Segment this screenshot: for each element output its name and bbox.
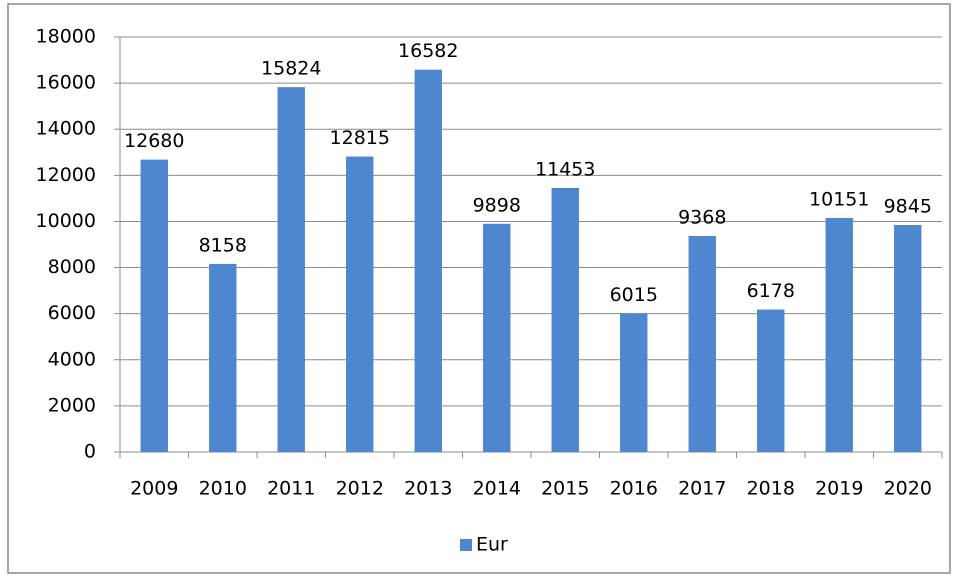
bar bbox=[551, 187, 579, 453]
y-tick-label: 12000 bbox=[36, 164, 96, 186]
data-label: 6178 bbox=[747, 280, 795, 302]
bar bbox=[483, 223, 511, 452]
x-tick-label: 2011 bbox=[267, 478, 315, 500]
data-label: 6015 bbox=[610, 284, 658, 306]
x-tick-label: 2015 bbox=[541, 478, 589, 500]
data-label: 9368 bbox=[678, 207, 726, 229]
y-tick-label: 10000 bbox=[36, 210, 96, 232]
bar bbox=[894, 225, 922, 452]
data-label: 12815 bbox=[330, 127, 390, 149]
y-tick-label: 0 bbox=[84, 441, 96, 463]
y-tick-label: 14000 bbox=[36, 118, 96, 140]
bar bbox=[209, 263, 237, 452]
x-tick-label: 2019 bbox=[815, 478, 863, 500]
x-tick-label: 2017 bbox=[678, 478, 726, 500]
y-tick-label: 18000 bbox=[36, 26, 96, 48]
y-tick-label: 8000 bbox=[48, 256, 96, 278]
bar bbox=[688, 236, 716, 452]
bar bbox=[346, 156, 374, 452]
data-label: 12680 bbox=[124, 130, 184, 152]
y-tick-label: 2000 bbox=[48, 394, 96, 416]
legend-swatch bbox=[460, 539, 472, 551]
data-label: 9898 bbox=[473, 194, 521, 216]
x-tick-label: 2012 bbox=[336, 478, 384, 500]
x-tick-label: 2013 bbox=[404, 478, 452, 500]
y-tick-label: 16000 bbox=[36, 72, 96, 94]
x-tick-label: 2014 bbox=[473, 478, 521, 500]
data-label: 11453 bbox=[535, 158, 595, 180]
bar bbox=[140, 159, 168, 452]
legend-label: Eur bbox=[476, 534, 508, 556]
data-label: 16582 bbox=[398, 40, 458, 62]
x-tick-label: 2018 bbox=[747, 478, 795, 500]
y-tick-label: 6000 bbox=[48, 302, 96, 324]
bar bbox=[757, 309, 785, 452]
bar bbox=[277, 87, 305, 453]
data-label: 8158 bbox=[199, 234, 247, 256]
data-label: 10151 bbox=[809, 188, 869, 210]
x-tick-label: 2020 bbox=[884, 478, 932, 500]
y-tick-label: 4000 bbox=[48, 348, 96, 370]
bar bbox=[414, 69, 442, 452]
x-tick-label: 2010 bbox=[199, 478, 247, 500]
data-label: 15824 bbox=[261, 58, 321, 80]
x-tick-label: 2009 bbox=[130, 478, 178, 500]
bar bbox=[620, 313, 648, 452]
x-tick-label: 2016 bbox=[610, 478, 658, 500]
bar bbox=[825, 217, 853, 452]
data-label: 9845 bbox=[884, 196, 932, 218]
